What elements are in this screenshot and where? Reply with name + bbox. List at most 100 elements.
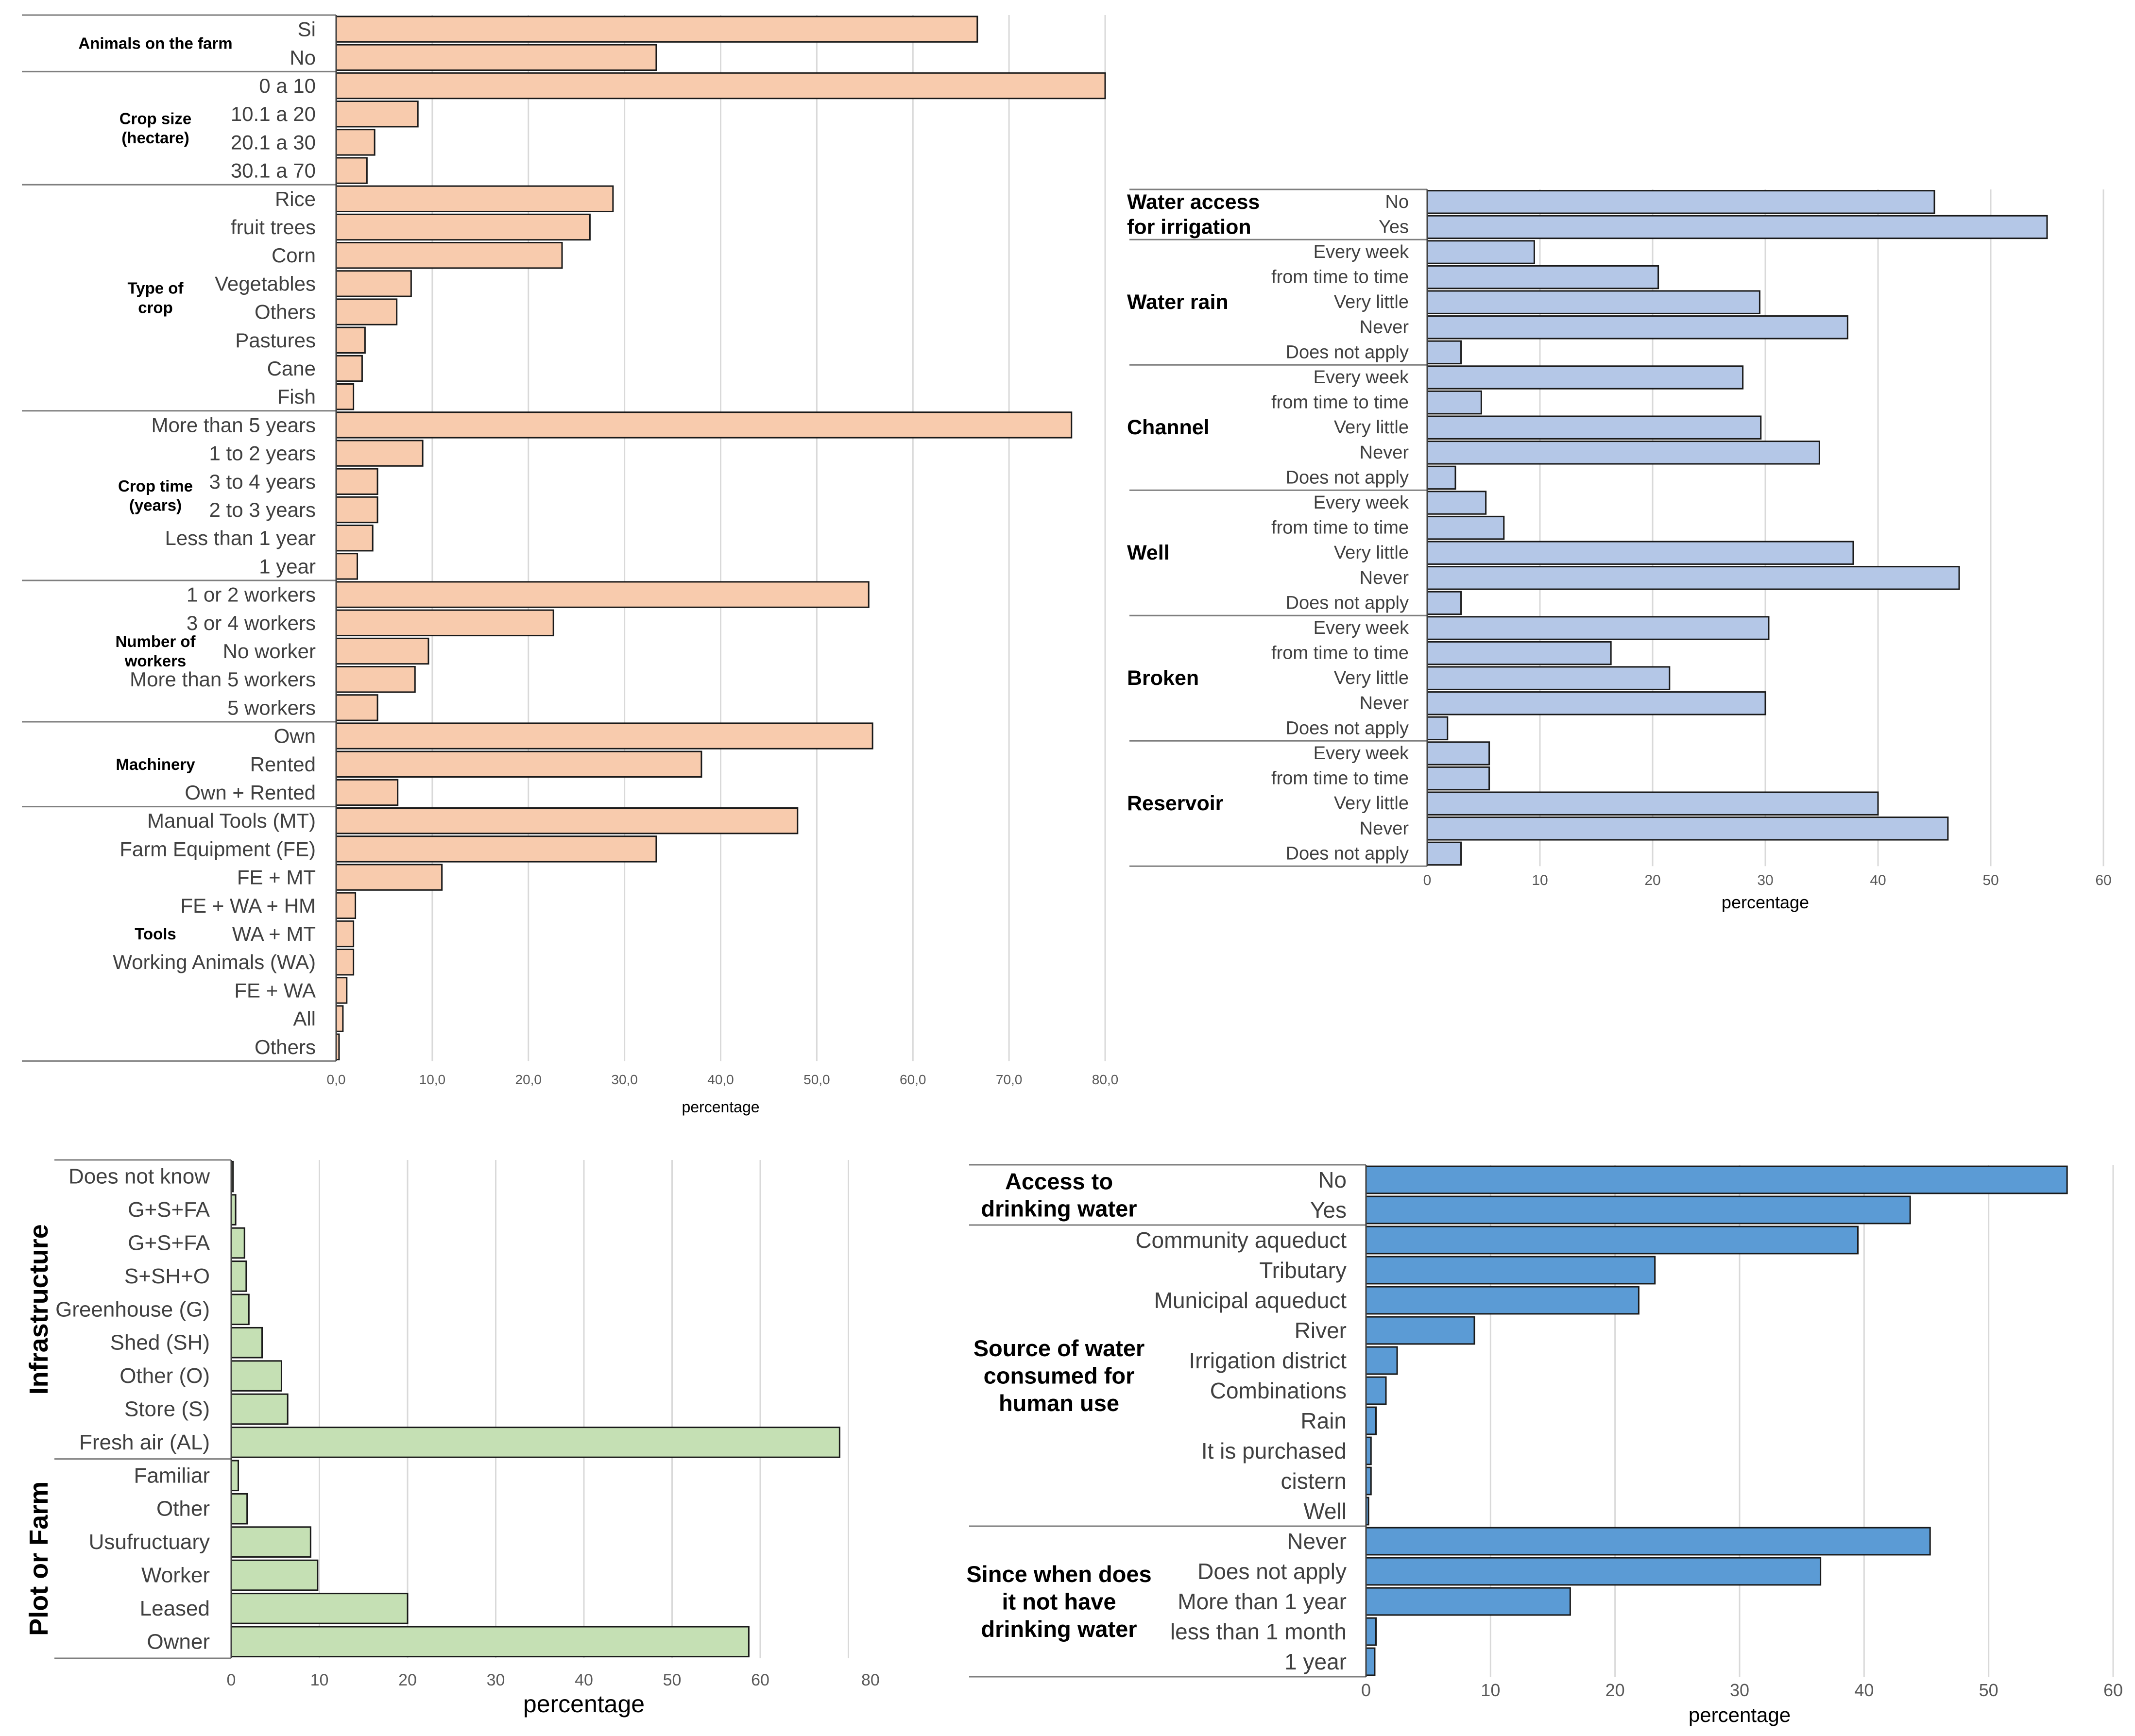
irrigation-category-label: Never — [1360, 693, 1409, 714]
irrigation-category-label: Never — [1360, 568, 1409, 588]
farm-bar — [335, 411, 1073, 439]
farm-category-label: Pastures — [235, 329, 316, 352]
irrigation-group-label: Water access for irrigation — [1127, 190, 1260, 239]
infrastructure-tick-label: 60 — [751, 1671, 769, 1689]
farm-bar — [335, 72, 1106, 100]
irrigation-category-label: Very little — [1334, 292, 1409, 312]
farm-bar — [335, 977, 348, 1004]
drinking-category-label: Does not apply — [1197, 1559, 1347, 1584]
drinking-bar — [1365, 1557, 1822, 1586]
irrigation-category-label: Never — [1360, 317, 1409, 338]
farm-bar — [335, 355, 363, 382]
irrigation-category-label: Does not apply — [1286, 843, 1409, 864]
irrigation-category-label: Never — [1360, 443, 1409, 463]
drinking-bar — [1365, 1316, 1475, 1345]
farm-tick-label: 80,0 — [1092, 1072, 1119, 1087]
farm-bar — [335, 326, 366, 354]
drinking-bar — [1365, 1256, 1656, 1285]
infrastructure-bar — [230, 1460, 239, 1492]
infrastructure-category-label: Greenhouse (G) — [55, 1297, 210, 1321]
drinking-tick-label: 0 — [1361, 1680, 1371, 1700]
irrigation-bar — [1426, 591, 1462, 615]
farm-bar — [335, 383, 355, 410]
farm-bar — [335, 637, 429, 665]
drinking-group-label: Since when does it not have drinking water — [966, 1561, 1151, 1642]
farm-tick-label: 20,0 — [515, 1072, 542, 1087]
irrigation-category-label: from time to time — [1271, 768, 1409, 789]
farm-category-label: Vegetables — [215, 272, 316, 295]
drinking-bar — [1365, 1195, 1911, 1225]
infrastructure-category-label: Familiar — [134, 1464, 210, 1487]
irrigation-bar — [1426, 415, 1762, 440]
irrigation-category-label: from time to time — [1271, 392, 1409, 413]
farm-tick-label: 60,0 — [900, 1072, 926, 1087]
farm-bar — [335, 242, 563, 269]
infrastructure-bar — [230, 1227, 245, 1259]
infrastructure-category-label: Does not know — [68, 1165, 210, 1189]
irrigation-tick-label: 50 — [1982, 872, 1998, 888]
farm-group-label: Animals on the farm — [78, 34, 232, 52]
farm-category-label: 20.1 a 30 — [231, 131, 316, 153]
irrigation-bar — [1426, 290, 1760, 314]
farm-bar — [335, 892, 357, 919]
drinking-category-label: Well — [1303, 1498, 1347, 1524]
drinking-category-label: No — [1318, 1167, 1347, 1192]
farm-bar — [335, 807, 799, 834]
farm-tick-label: 70,0 — [996, 1072, 1023, 1087]
farm-category-label: More than 5 workers — [130, 668, 316, 691]
drinking-tick-label: 60 — [2103, 1680, 2123, 1700]
farm-tick-label: 10,0 — [419, 1072, 446, 1087]
irrigation-category-label: from time to time — [1271, 518, 1409, 538]
farm-category-label: WA + MT — [232, 922, 316, 945]
irrigation-tick-label: 0 — [1423, 872, 1432, 888]
irrigation-tick-label: 30 — [1757, 872, 1773, 888]
farm-category-label: 0 a 10 — [259, 74, 316, 97]
irrigation-category-label: No — [1385, 192, 1409, 212]
drinking-category-label: Rain — [1300, 1408, 1347, 1433]
irrigation-bar — [1426, 791, 1879, 816]
drinking-bar — [1365, 1376, 1387, 1405]
irrigation-tick-label: 10 — [1532, 872, 1548, 888]
farm-category-label: Corn — [272, 244, 316, 267]
irrigation-category-label: Every week — [1314, 493, 1409, 513]
farm-category-label: Working Animals (WA) — [113, 951, 316, 973]
infrastructure-bar — [230, 1293, 250, 1326]
irrigation-bar — [1426, 240, 1535, 264]
drinking-bar — [1365, 1647, 1376, 1676]
farm-category-label: Own + Rented — [185, 781, 316, 804]
infrastructure-category-label: Worker — [141, 1564, 210, 1587]
infrastructure-category-label: G+S+FA — [128, 1198, 210, 1222]
infrastructure-bar — [230, 1393, 289, 1425]
drinking-category-label: cistern — [1281, 1468, 1347, 1494]
farm-bar — [335, 16, 978, 43]
irrigation-bar — [1426, 365, 1744, 390]
drinking-category-label: Municipal aqueduct — [1154, 1288, 1347, 1313]
farm-bar — [335, 581, 870, 608]
irrigation-category-label: from time to time — [1271, 267, 1409, 288]
farm-bar — [335, 213, 591, 241]
farm-tick-label: 50,0 — [803, 1072, 830, 1087]
farm-bar — [335, 157, 368, 184]
farm-bar — [335, 468, 378, 495]
farm-category-label: Si — [298, 18, 316, 41]
farm-bar — [335, 440, 424, 467]
farm-category-label: 3 to 4 years — [209, 470, 316, 493]
drinking-bar — [1365, 1286, 1640, 1315]
irrigation-bar — [1426, 716, 1449, 741]
farm-category-label: Farm Equipment (FE) — [120, 837, 316, 860]
farm-group-label: Type of crop — [128, 279, 184, 317]
irrigation-group-label: Water rain — [1127, 290, 1229, 314]
irrigation-tick-label: 20 — [1644, 872, 1660, 888]
irrigation-bar — [1426, 340, 1462, 365]
farm-tick-label: 30,0 — [611, 1072, 638, 1087]
farm-bar — [335, 185, 614, 212]
irrigation-group-label: Channel — [1127, 416, 1210, 439]
farm-category-label: Own — [274, 725, 316, 748]
irrigation-category-label: Very little — [1334, 543, 1409, 563]
drinking-category-label: Combinations — [1210, 1378, 1347, 1403]
infrastructure-tick-label: 0 — [227, 1671, 236, 1689]
farm-bar — [335, 553, 359, 580]
farm-x-axis-title: percentage — [682, 1098, 759, 1116]
farm-category-label: 2 to 3 years — [209, 498, 316, 521]
